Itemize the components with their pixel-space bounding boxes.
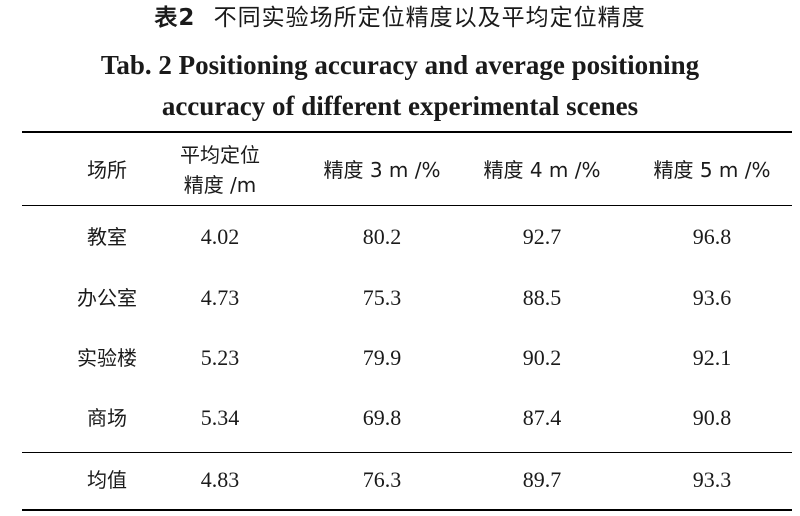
cell-3m: 80.2 bbox=[362, 224, 402, 249]
cell-3m: 69.8 bbox=[362, 405, 402, 430]
cell-scene: 均值 bbox=[87, 468, 127, 492]
cell-scene: 实验楼 bbox=[77, 346, 137, 370]
caption-chinese: 表2 不同实验场所定位精度以及平均定位精度 bbox=[0, 2, 800, 34]
table-number-zh: 表2 bbox=[154, 5, 196, 31]
cell-5m: 93.6 bbox=[692, 285, 732, 310]
header-acc-3m: 精度 3 m /% bbox=[302, 138, 462, 202]
cell-3m: 75.3 bbox=[362, 285, 402, 310]
table-row: 商场 5.34 69.8 87.4 90.8 bbox=[22, 398, 792, 438]
cell-scene: 商场 bbox=[87, 406, 127, 430]
header-acc-5m-label: 精度 5 m /% bbox=[653, 158, 771, 182]
cell-avg: 4.73 bbox=[200, 285, 240, 310]
cell-4m: 88.5 bbox=[522, 285, 562, 310]
table-row: 实验楼 5.23 79.9 90.2 92.1 bbox=[22, 338, 792, 378]
cell-4m: 87.4 bbox=[522, 405, 562, 430]
table-header: 场所 平均定位 精度 /m 精度 3 m /% 精度 4 m /% 精度 5 m… bbox=[22, 138, 792, 202]
cell-scene: 办公室 bbox=[77, 286, 137, 310]
bottom-rule bbox=[22, 509, 792, 511]
cell-scene: 教室 bbox=[87, 225, 127, 249]
cell-5m: 96.8 bbox=[692, 224, 732, 249]
cell-4m: 90.2 bbox=[522, 345, 562, 370]
cell-4m: 89.7 bbox=[522, 467, 562, 492]
top-rule bbox=[22, 131, 792, 133]
cell-5m: 93.3 bbox=[692, 467, 732, 492]
table-row: 教室 4.02 80.2 92.7 96.8 bbox=[22, 217, 792, 257]
cell-avg: 4.83 bbox=[200, 467, 240, 492]
header-acc-4m-label: 精度 4 m /% bbox=[483, 158, 601, 182]
header-acc-4m: 精度 4 m /% bbox=[462, 138, 622, 202]
header-avg-accuracy: 平均定位 精度 /m bbox=[140, 138, 300, 202]
header-acc-3m-label: 精度 3 m /% bbox=[323, 158, 441, 182]
cell-avg: 4.02 bbox=[200, 224, 240, 249]
header-acc-5m: 精度 5 m /% bbox=[632, 138, 792, 202]
cell-5m: 90.8 bbox=[692, 405, 732, 430]
table-title-en-line1: Tab. 2 Positioning accuracy and average … bbox=[100, 50, 700, 80]
cell-3m: 76.3 bbox=[362, 467, 402, 492]
header-scene-label: 场所 bbox=[87, 158, 127, 182]
table-title-zh: 不同实验场所定位精度以及平均定位精度 bbox=[213, 5, 646, 31]
cell-avg: 5.23 bbox=[200, 345, 240, 370]
header-avg-accuracy-line2: 精度 /m bbox=[183, 173, 257, 197]
header-scene: 场所 bbox=[22, 138, 192, 202]
header-avg-accuracy-line1: 平均定位 bbox=[180, 143, 260, 167]
cell-avg: 5.34 bbox=[200, 405, 240, 430]
table-title-en-line2: accuracy of different experimental scene… bbox=[161, 91, 639, 121]
summary-rule bbox=[22, 452, 792, 453]
cell-3m: 79.9 bbox=[362, 345, 402, 370]
summary-row: 均值 4.83 76.3 89.7 93.3 bbox=[22, 460, 792, 500]
table-row: 办公室 4.73 75.3 88.5 93.6 bbox=[22, 278, 792, 318]
header-rule bbox=[22, 205, 792, 206]
cell-4m: 92.7 bbox=[522, 224, 562, 249]
cell-5m: 92.1 bbox=[692, 345, 732, 370]
